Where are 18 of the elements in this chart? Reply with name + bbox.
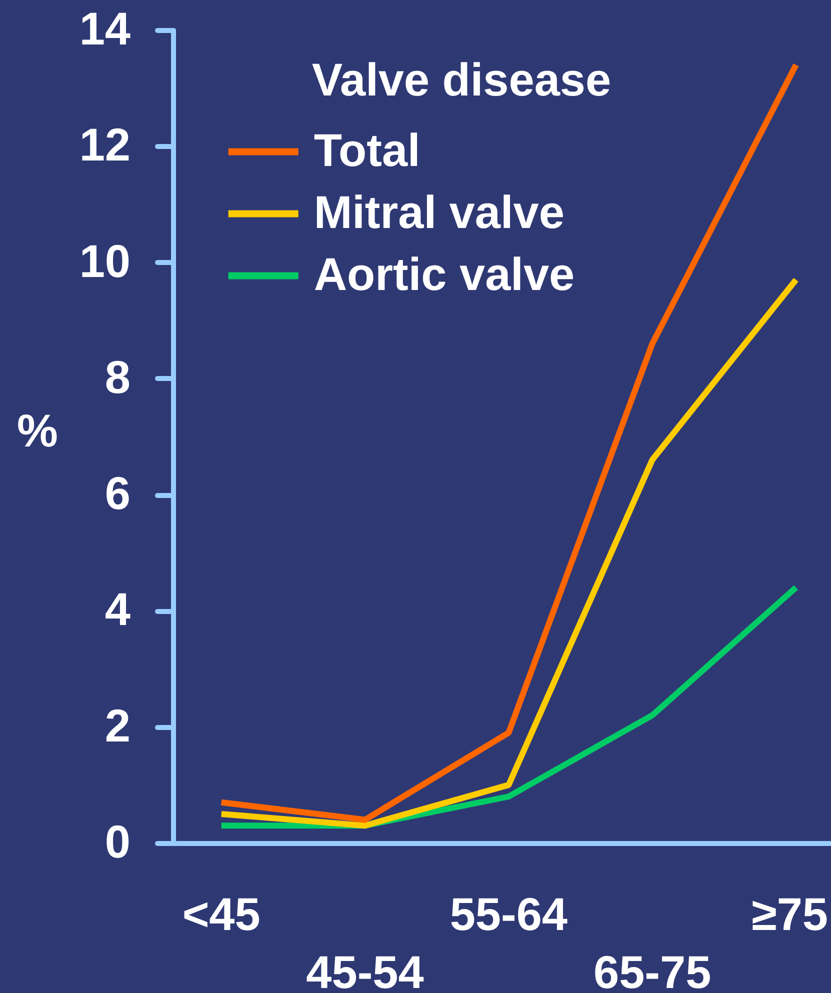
legend-label: Total (314, 124, 420, 176)
x-tick-label: ≥75 (752, 888, 828, 940)
legend-label: Aortic valve (314, 248, 575, 300)
legend-title: Valve disease (312, 53, 612, 106)
y-axis-title: % (17, 404, 58, 456)
y-tick-label: 4 (104, 583, 131, 636)
x-tick-label: 65-75 (594, 946, 712, 993)
x-tick-label: 55-64 (450, 888, 568, 940)
legend-label: Mitral valve (314, 186, 564, 238)
y-tick-label: 0 (104, 816, 130, 868)
x-tick-label: 45-54 (306, 946, 424, 993)
y-tick-label: 6 (104, 467, 130, 520)
y-tick-label: 10 (79, 234, 130, 287)
x-tick-label: <45 (182, 888, 260, 940)
y-tick-label: 12 (79, 118, 130, 171)
y-tick-label: 14 (79, 2, 131, 54)
y-tick-label: 2 (104, 699, 130, 752)
y-tick-label: 8 (104, 350, 130, 403)
